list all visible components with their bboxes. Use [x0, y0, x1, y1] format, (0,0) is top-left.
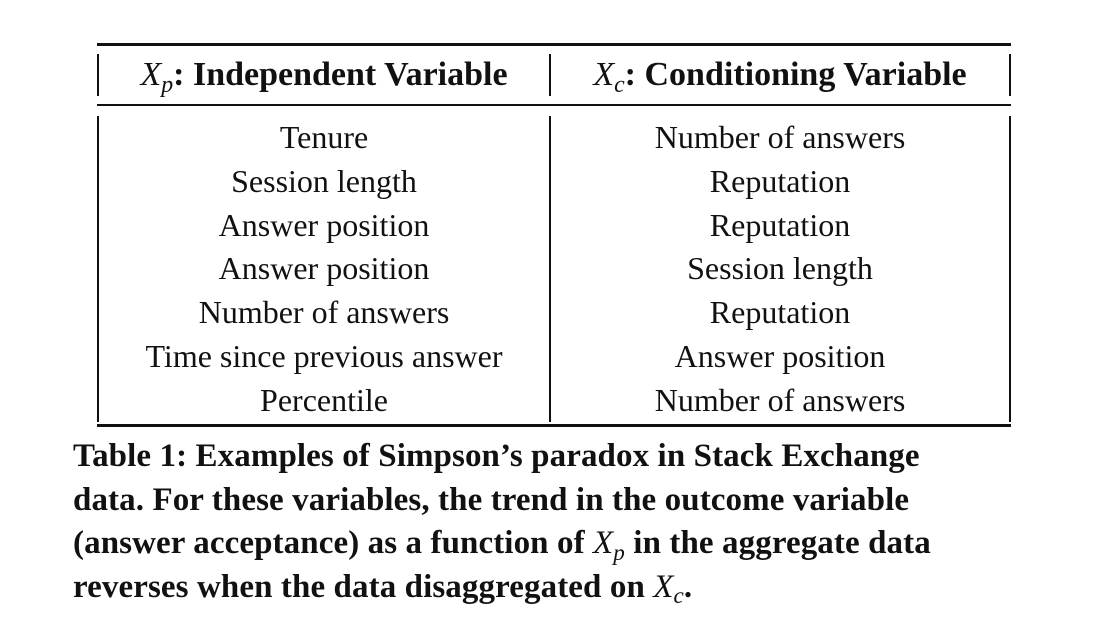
- header-left-label: : Independent Variable: [173, 56, 507, 93]
- caption-math-symbol: X: [593, 525, 613, 561]
- caption-text: (answer acceptance) as a function of: [73, 525, 593, 561]
- caption-text: reverses when the data disaggregated on: [73, 569, 653, 605]
- body-left-border: [97, 116, 99, 422]
- table-cell-conditioning: Reputation: [552, 204, 1008, 248]
- header-independent-variable: Xp: Independent Variable: [100, 52, 548, 98]
- table-cell-conditioning: Reputation: [552, 160, 1008, 204]
- table-cell-independent: Tenure: [100, 116, 548, 160]
- caption-line: data. For these variables, the trend in …: [73, 479, 1043, 523]
- caption-line: Table 1: Examples of Simpson’s paradox i…: [73, 435, 1043, 479]
- header-left-symbol: X: [140, 56, 161, 93]
- table-cell-independent: Percentile: [100, 379, 548, 423]
- table-cell-conditioning: Answer position: [552, 335, 1008, 379]
- table-cell-independent: Answer position: [100, 204, 548, 248]
- table-caption: Table 1: Examples of Simpson’s paradox i…: [73, 435, 1043, 609]
- table-bottom-rule: [97, 424, 1011, 427]
- header-left-subscript: p: [161, 72, 173, 98]
- caption-math-subscript: c: [674, 582, 684, 608]
- table-cell-independent: Time since previous answer: [100, 335, 548, 379]
- table-header-rule: [97, 104, 1011, 106]
- caption-line: reverses when the data disaggregated on …: [73, 566, 1043, 610]
- table-cell-conditioning: Number of answers: [552, 379, 1008, 423]
- caption-text: .: [684, 569, 692, 605]
- table-cell-independent: Answer position: [100, 247, 548, 291]
- header-conditioning-variable: Xc: Conditioning Variable: [552, 52, 1008, 98]
- independent-variable-column: Tenure Session length Answer position An…: [100, 116, 548, 423]
- body-column-divider: [549, 116, 551, 422]
- table-cell-independent: Session length: [100, 160, 548, 204]
- header-right-label: : Conditioning Variable: [625, 56, 967, 93]
- table-cell-conditioning: Session length: [552, 247, 1008, 291]
- caption-line: (answer acceptance) as a function of Xp …: [73, 522, 1043, 566]
- table-cell-independent: Number of answers: [100, 291, 548, 335]
- caption-math-symbol: X: [653, 569, 673, 605]
- header-right-border: [1009, 54, 1011, 96]
- caption-math-subscript: p: [613, 539, 625, 565]
- body-right-border: [1009, 116, 1011, 422]
- table-cell-conditioning: Reputation: [552, 291, 1008, 335]
- header-left-border: [97, 54, 99, 96]
- header-right-subscript: c: [614, 72, 625, 98]
- caption-text: in the aggregate data: [625, 525, 931, 561]
- conditioning-variable-column: Number of answers Reputation Reputation …: [552, 116, 1008, 423]
- table-cell-conditioning: Number of answers: [552, 116, 1008, 160]
- header-column-divider: [549, 54, 551, 96]
- table-top-rule: [97, 43, 1011, 46]
- header-right-symbol: X: [593, 56, 614, 93]
